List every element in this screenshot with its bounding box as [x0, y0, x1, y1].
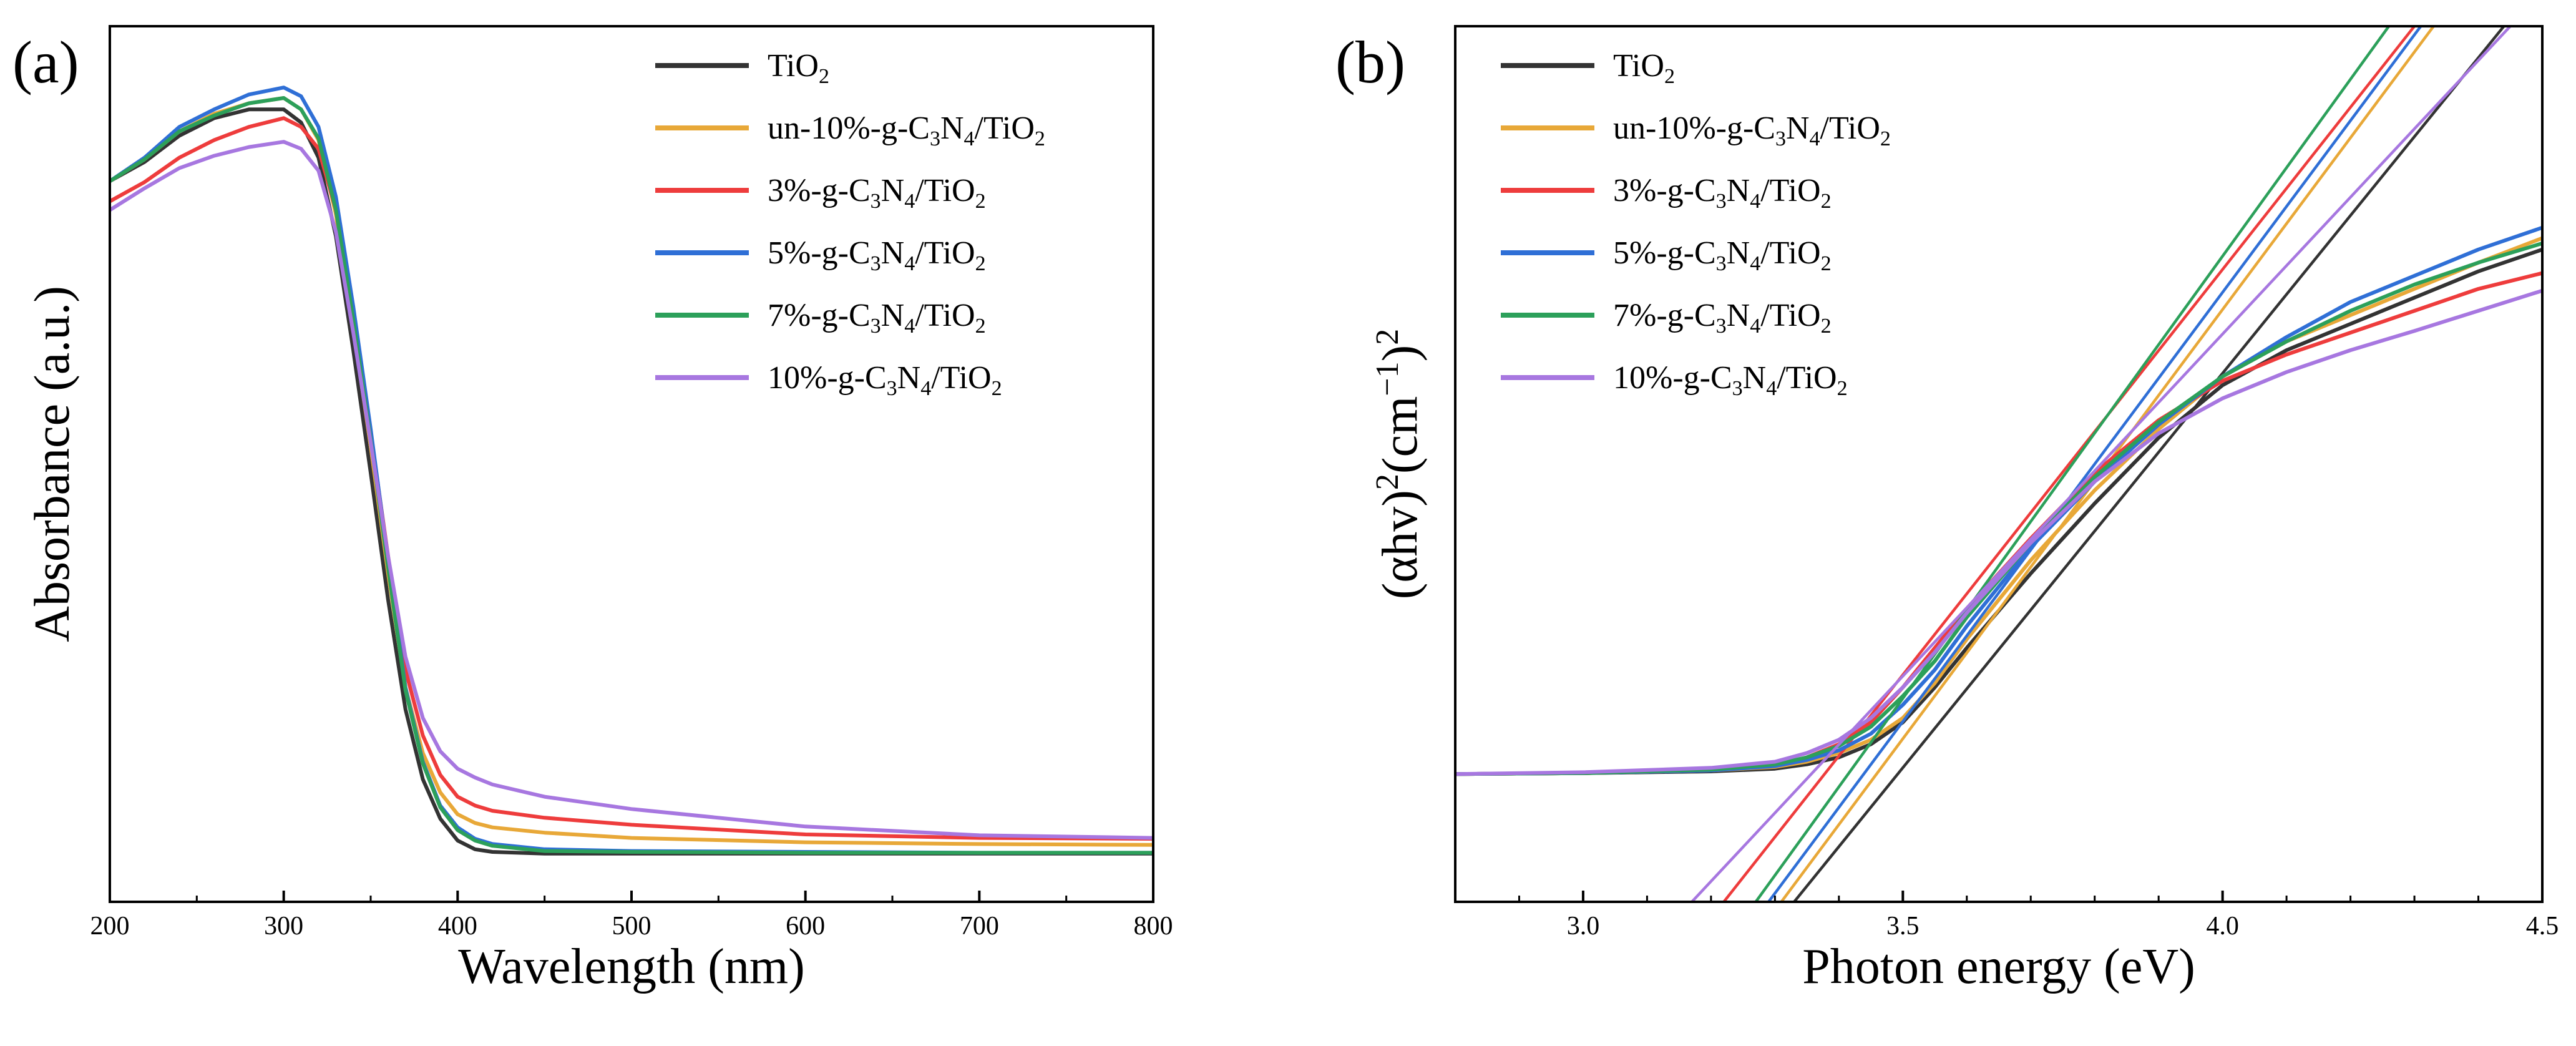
y-axis-label: Absorbance (a.u.) — [25, 286, 80, 642]
series-line-5 — [1455, 241, 2542, 776]
x-tick-label: 800 — [1134, 912, 1173, 941]
x-tick-label: 600 — [786, 912, 825, 941]
x-tick-label: 3.0 — [1567, 912, 1600, 941]
panel-a: 200 300 400 500 600 700 800 Wavelength (nm) Abso… — [12, 25, 1173, 994]
tangent-line-5 — [1754, 26, 2390, 902]
series-line-5 — [110, 96, 1153, 855]
legend-label: TiO2 — [768, 48, 829, 88]
series-line-1 — [110, 107, 1153, 856]
legend-label: un-10%-g-C3N4/TiO2 — [1613, 110, 1891, 150]
legend-label: 5%-g-C3N4/TiO2 — [768, 235, 986, 275]
series-line-2 — [110, 96, 1153, 847]
series-line-3 — [110, 116, 1153, 841]
x-tick-label: 3.5 — [1886, 912, 1920, 941]
x-axis-label: Photon energy (eV) — [1802, 939, 2195, 994]
legend-label: 3%-g-C3N4/TiO2 — [768, 173, 986, 213]
x-tick-label: 700 — [960, 912, 999, 941]
tangent-line-4 — [1767, 26, 2422, 902]
series-line-6 — [1455, 288, 2542, 776]
legend-label: 10%-g-C3N4/TiO2 — [768, 360, 1002, 400]
x-tick-label: 200 — [90, 912, 130, 941]
legend-label: 10%-g-C3N4/TiO2 — [1613, 360, 1848, 400]
legend-label: un-10%-g-C3N4/TiO2 — [768, 110, 1045, 150]
tangent-line-1 — [1793, 26, 2505, 902]
legend-label: 7%-g-C3N4/TiO2 — [1613, 298, 1832, 338]
legend-label: 3%-g-C3N4/TiO2 — [1613, 173, 1832, 213]
legend-label: 5%-g-C3N4/TiO2 — [1613, 235, 1832, 275]
plot-frame — [109, 25, 1154, 903]
tangent-line-3 — [1722, 26, 2416, 902]
y-axis-label: (αhv)2(cm−1)2 — [1370, 329, 1428, 600]
x-tick-label: 4.5 — [2526, 912, 2559, 941]
series-line-3 — [1455, 271, 2542, 776]
panel-b: 3.0 3.5 4.0 4.5 Photon energy (eV) (αhv)2(cm−… — [1335, 25, 2559, 994]
legend-label: 7%-g-C3N4/TiO2 — [768, 298, 986, 338]
x-tick-label: 300 — [264, 912, 303, 941]
series-line-4 — [110, 86, 1153, 855]
panel-label: (b) — [1335, 29, 1405, 95]
legend-label: TiO2 — [1613, 48, 1675, 88]
panel-label: (a) — [12, 29, 79, 95]
series-line-6 — [110, 140, 1153, 840]
plot-frame — [1454, 25, 2544, 903]
x-tick-label: 400 — [438, 912, 477, 941]
x-axis-label: Wavelength (nm) — [458, 939, 805, 994]
tangent-line-6 — [1690, 26, 2512, 902]
x-tick-label: 500 — [612, 912, 651, 941]
x-tick-label: 4.0 — [2206, 912, 2239, 941]
